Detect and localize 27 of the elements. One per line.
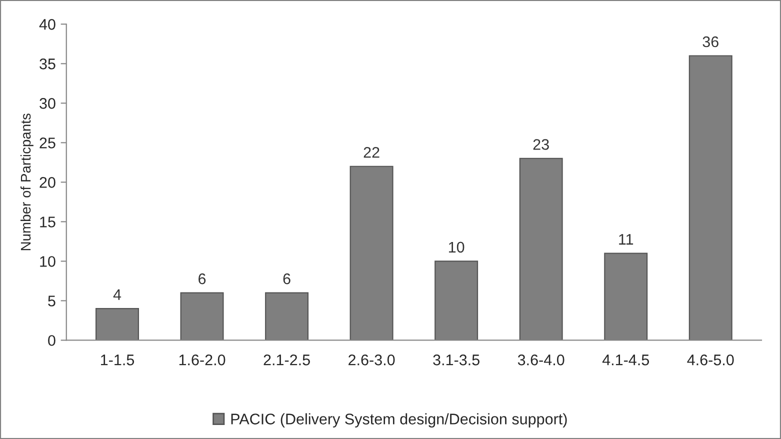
data-label: 22 <box>364 146 380 158</box>
x-tick-label: 2.6-3.0 <box>348 354 395 366</box>
y-tick-label: 5 <box>48 296 56 306</box>
y-tick-label: 10 <box>40 256 56 267</box>
y-tick-label: 15 <box>40 216 56 228</box>
y-tick-label: 20 <box>40 177 56 188</box>
x-tick-label: 4.1-4.5 <box>602 354 649 366</box>
data-label: 6 <box>198 273 206 284</box>
x-tick-label: 2.1-2.5 <box>264 354 310 366</box>
data-label: 11 <box>619 234 634 245</box>
data-label: 10 <box>448 242 464 253</box>
x-tick-label: 1-1.5 <box>101 354 134 366</box>
y-tick-label: 30 <box>40 98 56 109</box>
x-tick-label: 1.6-2.0 <box>179 354 226 366</box>
data-label: 6 <box>283 273 290 284</box>
data-label: 36 <box>702 36 718 48</box>
y-tick-label: 35 <box>40 58 56 70</box>
y-tick-label: 40 <box>39 19 56 30</box>
x-tick-label: 3.1-3.5 <box>433 354 480 366</box>
y-axis-title: Number of Particpants <box>20 114 34 250</box>
x-tick-label: 3.6-4.0 <box>518 354 564 366</box>
y-tick-label: 25 <box>40 138 56 148</box>
y-tick-label: 0 <box>48 335 56 346</box>
data-label: 4 <box>113 289 122 300</box>
x-tick-label: 4.6-5.0 <box>687 354 734 366</box>
legend-label: PACIC (Delivery System design/Decision support) <box>231 413 567 428</box>
data-label: 23 <box>533 139 549 150</box>
